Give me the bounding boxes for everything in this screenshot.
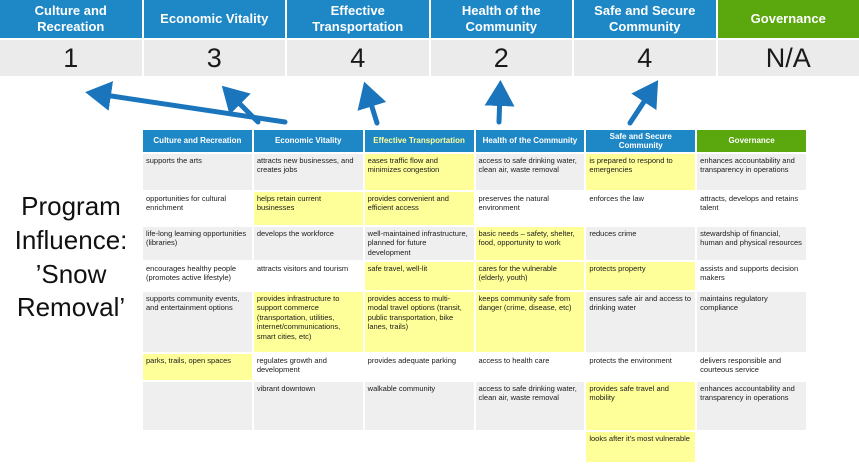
arrow-to-economic-score	[221, 85, 261, 125]
matrix-cell-r7-c3: walkable community	[364, 382, 474, 430]
matrix-cell-r5-c2: provides infrastructure to support comme…	[253, 292, 363, 352]
matrix-cell-r5-c5: ensures safe air and access to drinking …	[586, 292, 696, 352]
influence-matrix: Culture and Recreation Economic Vitality…	[143, 130, 806, 462]
matrix-cell-r3-c4: basic needs – safety, shelter, food, opp…	[475, 227, 585, 260]
arrow-to-transportation-score	[357, 81, 387, 126]
summary-header-culture: Culture and Recreation	[0, 0, 142, 38]
matrix-cell-r7-c2: vibrant downtown	[253, 382, 363, 430]
matrix-cell-r6-c5: protects the environment	[586, 354, 696, 380]
matrix-cell-r4-c1: encourages healthy people (promotes acti…	[143, 262, 252, 290]
matrix-cell-r3-c1: life-long learning opportunities (librar…	[143, 227, 252, 260]
matrix-cell-r2-c1: opportunities for cultural enrichment	[143, 192, 252, 225]
score-governance: N/A	[717, 40, 859, 76]
matrix-cell-r8-c3	[364, 432, 474, 462]
matrix-cell-r8-c4	[475, 432, 585, 462]
matrix-cell-r3-c6: stewardship of financial, human and phys…	[697, 227, 806, 260]
matrix-header-economic: Economic Vitality	[253, 130, 363, 152]
matrix-cell-r4-c4: cares for the vulnerable (elderly, youth…	[475, 262, 585, 290]
matrix-cell-r2-c3: provides convenient and efficient access	[364, 192, 474, 225]
matrix-cell-r5-c6: maintains regulatory compliance	[697, 292, 806, 352]
summary-header-transportation: Effective Transportation	[287, 0, 429, 38]
matrix-body: supports the arts attracts new businesses…	[143, 154, 806, 462]
arrow-to-health-score	[484, 80, 515, 125]
matrix-cell-r6-c4: access to health care	[475, 354, 585, 380]
arrow-to-culture-score	[85, 81, 288, 125]
matrix-cell-r6-c2: regulates growth and development	[253, 354, 363, 380]
matrix-cell-r4-c2: attracts visitors and tourism	[253, 262, 363, 290]
matrix-cell-r2-c4: preserves the natural environment	[475, 192, 585, 225]
arrow-to-safe-score	[627, 80, 659, 126]
matrix-header-governance: Governance	[697, 130, 806, 152]
matrix-cell-r2-c2: helps retain current businesses	[253, 192, 363, 225]
matrix-cell-r7-c6: enhances accountability and transparency…	[697, 382, 806, 430]
matrix-cell-r1-c2: attracts new businesses, and creates job…	[253, 154, 363, 190]
matrix-cell-r8-c5: looks after it's most vulnerable	[586, 432, 696, 462]
score-economic: 3	[143, 40, 285, 76]
score-transportation: 4	[287, 40, 429, 76]
matrix-cell-r7-c4: access to safe drinking water, clean air…	[475, 382, 585, 430]
summary-header-governance: Governance	[717, 0, 859, 38]
matrix-cell-r7-c5: provides safe travel and mobility	[586, 382, 696, 430]
summary-band: Culture and Recreation Economic Vitality…	[0, 0, 859, 76]
summary-header-row: Culture and Recreation Economic Vitality…	[0, 0, 859, 38]
matrix-header-health: Health of the Community	[475, 130, 585, 152]
matrix-cell-r3-c2: develops the workforce	[253, 227, 363, 260]
matrix-cell-r8-c6	[697, 432, 806, 462]
summary-score-row: 1 3 4 2 4 N/A	[0, 38, 859, 76]
matrix-header-row: Culture and Recreation Economic Vitality…	[143, 130, 806, 152]
program-title: Program Influence: ’Snow Removal’	[14, 191, 128, 323]
matrix-cell-r8-c2	[253, 432, 363, 462]
matrix-cell-r7-c1	[143, 382, 252, 430]
summary-header-economic: Economic Vitality	[143, 0, 285, 38]
matrix-cell-r4-c3: safe travel, well-lit	[364, 262, 474, 290]
matrix-cell-r3-c3: well-maintained infrastructure, planned …	[364, 227, 474, 260]
matrix-cell-r6-c6: delivers responsible and courteous servi…	[697, 354, 806, 380]
summary-header-health: Health of the Community	[430, 0, 572, 38]
matrix-cell-r1-c6: enhances accountability and transparency…	[697, 154, 806, 190]
matrix-cell-r1-c4: access to safe drinking water, clean air…	[475, 154, 585, 190]
score-culture: 1	[0, 40, 142, 76]
matrix-cell-r2-c6: attracts, develops and retains talent	[697, 192, 806, 225]
matrix-cell-r5-c3: provides access to multi-modal travel op…	[364, 292, 474, 352]
matrix-cell-r1-c5: is prepared to respond to emergencies	[586, 154, 696, 190]
matrix-header-transportation: Effective Transportation	[364, 130, 474, 152]
matrix-cell-r4-c6: assists and supports decision makers	[697, 262, 806, 290]
matrix-header-culture: Culture and Recreation	[143, 130, 252, 152]
matrix-cell-r2-c5: enforces the law	[586, 192, 696, 225]
matrix-cell-r5-c4: keeps community safe from danger (crime,…	[475, 292, 585, 352]
matrix-cell-r1-c3: eases traffic flow and minimizes congest…	[364, 154, 474, 190]
matrix-cell-r8-c1	[143, 432, 252, 462]
matrix-cell-r6-c3: provides adequate parking	[364, 354, 474, 380]
matrix-cell-r1-c1: supports the arts	[143, 154, 252, 190]
score-safe: 4	[574, 40, 716, 76]
matrix-cell-r5-c1: supports community events, and entertain…	[143, 292, 252, 352]
score-health: 2	[430, 40, 572, 76]
matrix-cell-r4-c5: protects property	[586, 262, 696, 290]
matrix-header-safe: Safe and Secure Community	[586, 130, 696, 152]
matrix-cell-r6-c1: parks, trails, open spaces	[143, 354, 252, 380]
summary-header-safe: Safe and Secure Community	[574, 0, 716, 38]
matrix-cell-r3-c5: reduces crime	[586, 227, 696, 260]
